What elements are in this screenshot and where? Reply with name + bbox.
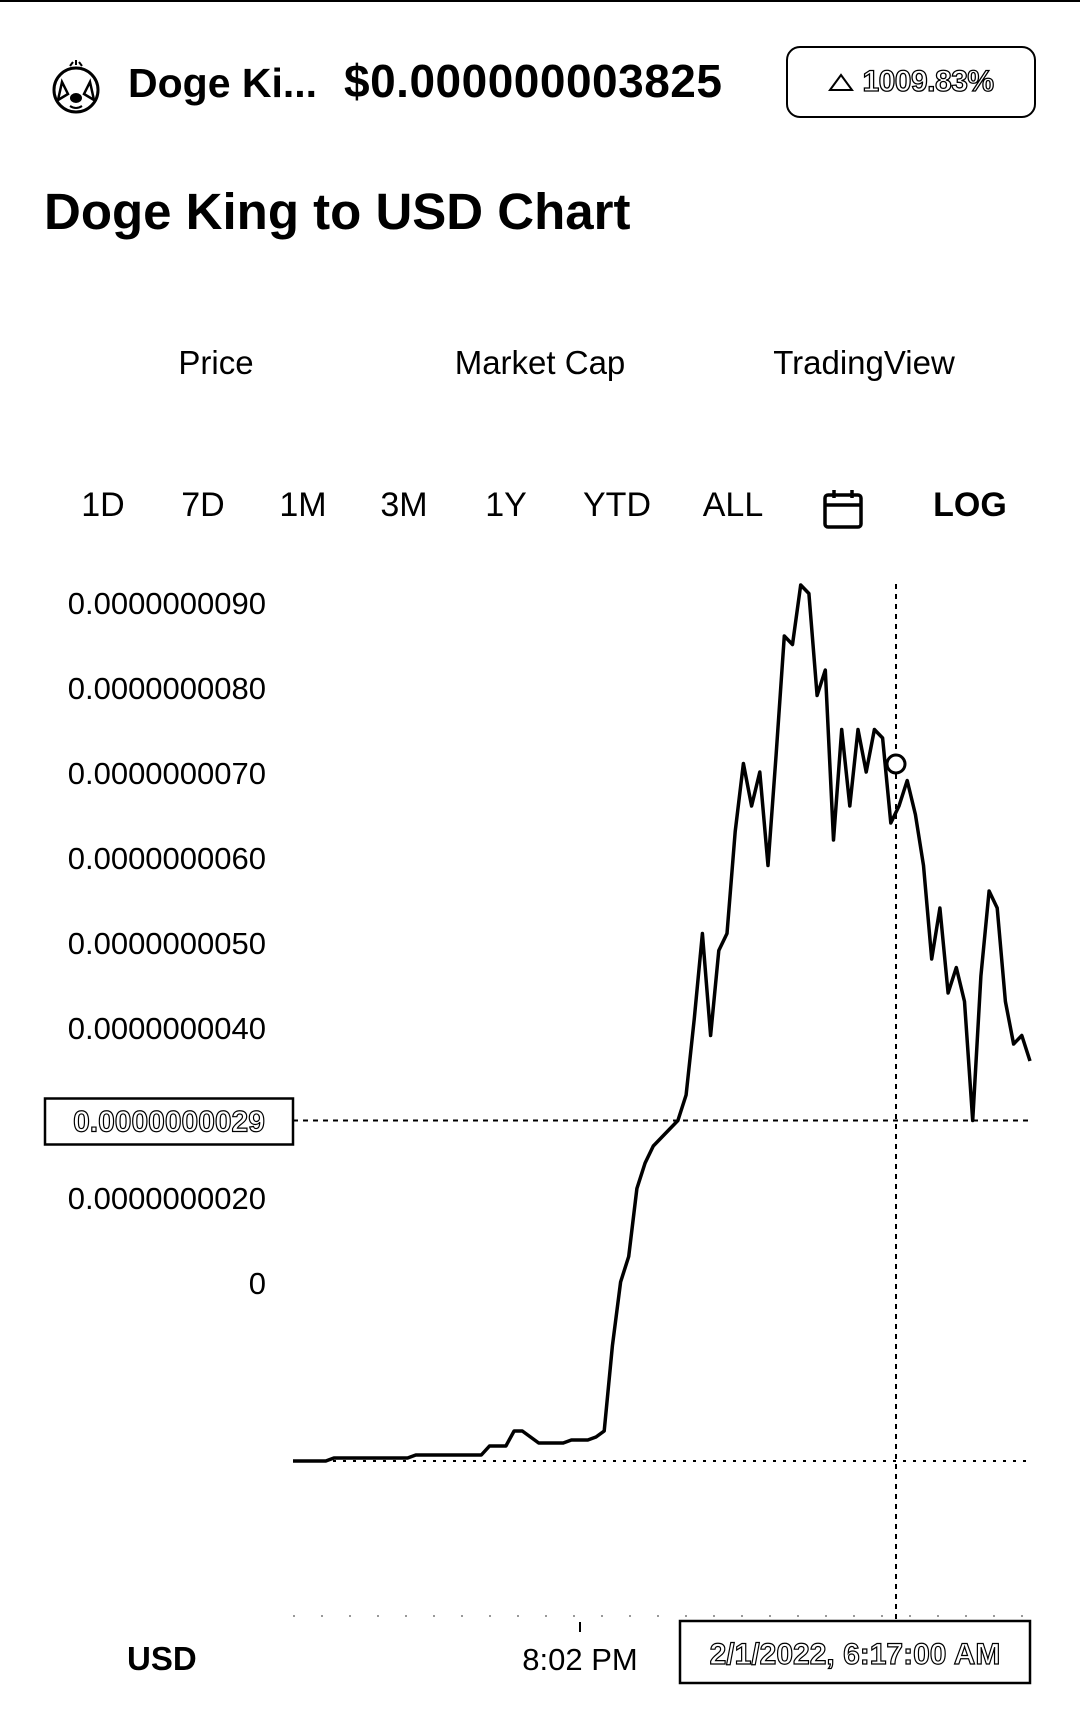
y-tick-label: 0.0000000080: [68, 671, 266, 706]
price-change-badge: 1009.83%: [786, 46, 1036, 118]
doge-king-logo-icon: [52, 60, 100, 114]
y-tick-label: 0.0000000060: [68, 841, 266, 876]
range-all[interactable]: ALL: [702, 486, 764, 524]
range-7d[interactable]: 7D: [181, 486, 225, 524]
range-ytd[interactable]: YTD: [583, 486, 651, 524]
crosshair-value-box: [43, 1097, 295, 1146]
y-tick-label: 0.0000000050: [68, 926, 266, 961]
log-toggle[interactable]: LOG: [933, 486, 1007, 524]
range-1m[interactable]: 1M: [279, 486, 327, 524]
price-change-percent: 1009.83%: [862, 64, 995, 98]
price-chart[interactable]: 0.0000000090 0.0000000080 0.0000000070 0.00…: [0, 570, 1080, 1718]
coin-name: Doge Ki...: [128, 60, 318, 106]
currency-label: USD: [127, 1640, 197, 1677]
crosshair-point: [885, 753, 907, 775]
coin-price: $0.000000003825: [344, 55, 723, 107]
range-1d[interactable]: 1D: [81, 486, 125, 524]
time-range-selector: 1D 7D 1M 3M 1Y YTD ALL LOG: [0, 486, 1080, 536]
chart-type-tabs: Price Market Cap TradingView: [0, 344, 1080, 394]
tab-tradingview[interactable]: TradingView: [773, 344, 955, 381]
coin-header: Doge Ki... $0.000000003825 1009.83%: [48, 46, 1038, 126]
crosshair-time-label: 2/1/2022, 6:17:00 AM: [710, 1638, 1001, 1671]
range-1y[interactable]: 1Y: [485, 486, 527, 524]
y-tick-label: 0.0000000020: [68, 1181, 266, 1216]
range-3m[interactable]: 3M: [380, 486, 428, 524]
y-tick-label: 0: [249, 1266, 266, 1301]
tab-market-cap[interactable]: Market Cap: [454, 344, 626, 381]
price-chart-svg[interactable]: 0.0000000090 0.0000000080 0.0000000070 0.00…: [0, 570, 1080, 1718]
y-tick-label: 0.0000000090: [68, 586, 266, 621]
chart-title: Doge King to USD Chart: [44, 183, 631, 240]
tab-price[interactable]: Price: [178, 344, 254, 381]
crosshair-value-label: 0.0000000029: [73, 1106, 265, 1139]
calendar-icon[interactable]: [822, 488, 864, 530]
top-divider: [0, 0, 1080, 2]
y-tick-label: 0.0000000070: [68, 756, 266, 791]
crosshair-time-box: [678, 1619, 1032, 1685]
y-tick-label: 0.0000000040: [68, 1011, 266, 1046]
x-tick-label: 8:02 PM: [522, 1642, 637, 1677]
price-series-line: [293, 583, 1032, 1463]
triangle-up-icon: [828, 73, 855, 91]
